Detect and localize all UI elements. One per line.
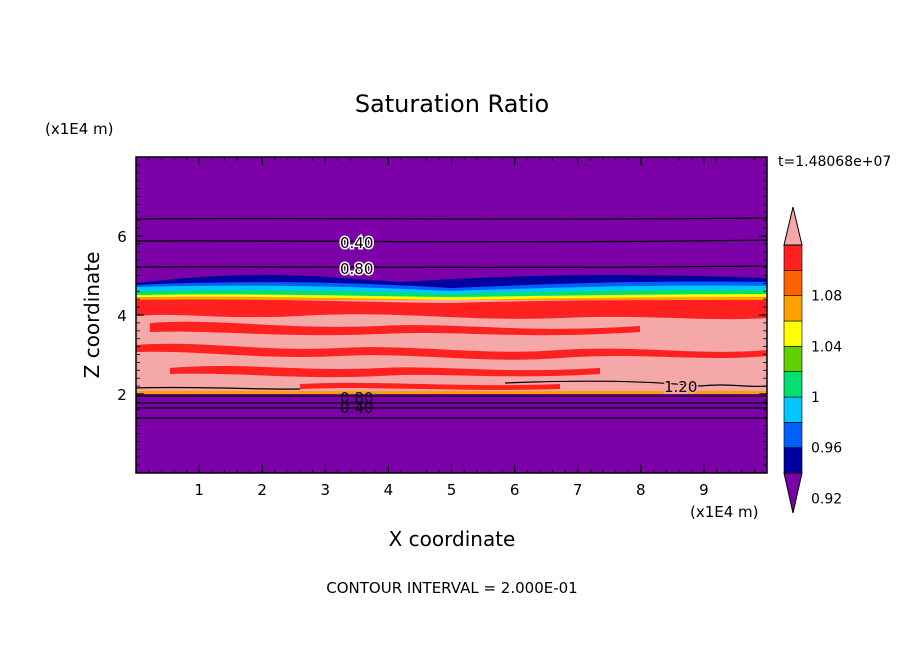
contour-label-0.80-lower: 0.80 <box>340 389 373 407</box>
red-streak-4 <box>300 382 560 390</box>
colorbar-label: 1.08 <box>811 289 842 305</box>
colorbar-high-arrow <box>783 206 803 246</box>
colorbar-swatch <box>783 320 803 347</box>
contour-lines <box>136 217 767 420</box>
chart-title: Saturation Ratio <box>355 90 549 118</box>
colorbar-swatch <box>783 396 803 423</box>
y-tick-label: 2 <box>117 386 127 404</box>
contour-label-0.80-upper: 0.80 <box>340 260 373 278</box>
x-tick-label: 8 <box>636 481 646 499</box>
y-axis: 2 4 6 <box>117 164 767 466</box>
time-label: t=1.48068e+07 <box>778 154 891 170</box>
colorbar: 1.08 1.04 1 0.96 0.92 <box>783 206 842 514</box>
contour-label-0.40-upper: 0.40 <box>340 234 373 252</box>
x-axis: 1 2 3 4 5 6 7 8 9 <box>148 157 768 499</box>
boundary-strip <box>136 391 767 394</box>
x-units-label: (x1E4 m) <box>690 503 759 521</box>
colorbar-swatch <box>783 346 803 372</box>
x-tick-label: 3 <box>321 481 331 499</box>
red-streak-2 <box>136 343 767 360</box>
contour-field <box>136 157 767 473</box>
footer-contour-interval: CONTOUR INTERVAL = 2.000E-01 <box>326 579 577 597</box>
red-streak-3 <box>170 366 600 378</box>
contour-label-0.40-lower: 0.40 <box>340 399 373 417</box>
x-tick-label: 9 <box>699 481 709 499</box>
contour-label-1.20: 1.20 <box>664 378 697 396</box>
red-streak-top <box>136 299 767 320</box>
x-tick-label: 1 <box>194 481 204 499</box>
y-axis-title: Z coordinate <box>80 252 104 379</box>
colorbar-label: 0.96 <box>811 441 842 457</box>
colorbar-swatch <box>783 371 803 398</box>
colorbar-swatch <box>783 295 803 322</box>
x-tick-label: 5 <box>447 481 457 499</box>
x-tick-label: 4 <box>384 481 394 499</box>
colorbar-swatch <box>783 422 803 448</box>
x-axis-title: X coordinate <box>389 527 516 551</box>
colorbar-label: 1 <box>811 390 820 406</box>
colorbar-swatch <box>783 244 803 271</box>
y-units-label: (x1E4 m) <box>45 120 114 138</box>
colorbar-swatch <box>783 270 803 296</box>
y-tick-label: 4 <box>117 307 127 325</box>
colorbar-swatch <box>783 447 803 474</box>
red-streak-1 <box>150 321 640 336</box>
x-tick-label: 2 <box>257 481 267 499</box>
x-tick-label: 7 <box>573 481 583 499</box>
colorbar-label: 0.92 <box>811 491 842 507</box>
colorbar-low-arrow <box>783 472 803 514</box>
colorbar-label: 1.04 <box>811 339 842 355</box>
x-tick-label: 6 <box>510 481 520 499</box>
y-tick-label: 6 <box>117 228 127 246</box>
